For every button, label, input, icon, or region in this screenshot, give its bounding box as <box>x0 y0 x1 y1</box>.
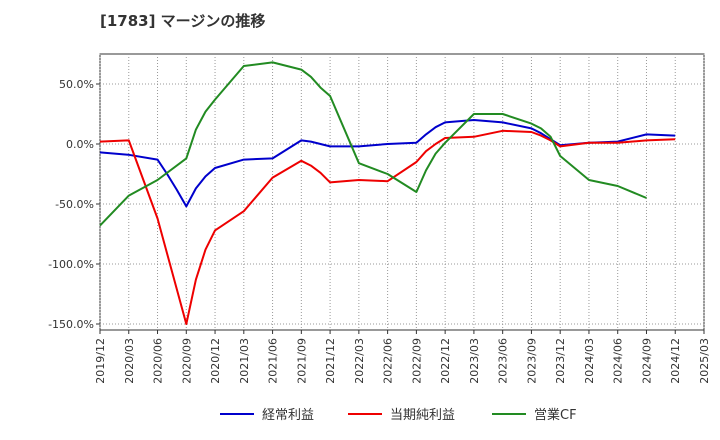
x-tick-label: 2023/06 <box>497 338 510 384</box>
x-tick-label: 2024/03 <box>583 338 596 384</box>
x-tick-label: 2021/06 <box>267 338 280 384</box>
x-tick-label: 2021/09 <box>295 338 308 384</box>
chart-title: [1783] マージンの推移 <box>100 12 266 30</box>
y-tick-label: 0.0% <box>66 138 94 151</box>
x-tick-label: 2021/12 <box>324 338 337 384</box>
series-line-3 <box>99 61 647 227</box>
legend-label: 当期純利益 <box>390 408 455 423</box>
x-tick-label: 2020/06 <box>152 338 165 384</box>
x-tick-label: 2024/06 <box>612 338 625 384</box>
x-tick-label: 2023/12 <box>554 338 567 384</box>
legend-label: 経常利益 <box>262 408 314 423</box>
x-tick-label: 2020/03 <box>123 338 136 384</box>
x-tick-label: 2025/03 <box>698 338 711 384</box>
x-tick-label: 2022/03 <box>353 338 366 384</box>
y-tick-label: -150.0% <box>48 318 94 331</box>
x-tick-label: 2023/09 <box>525 338 538 384</box>
y-axis-ticks: 50.0% 0.0% -50.0% -100.0% -150.0% <box>48 78 100 331</box>
x-tick-label: 2019/12 <box>94 338 107 384</box>
series-lines <box>99 61 676 325</box>
x-tick-label: 2022/06 <box>382 338 395 384</box>
x-axis-ticks: 2019/12 2020/03 2020/06 2020/09 2020/12 2021/… <box>94 330 711 384</box>
x-tick-label: 2021/03 <box>238 338 251 384</box>
x-tick-label: 2024/09 <box>640 338 653 384</box>
legend-label: 営業CF <box>534 407 577 423</box>
legend: 経常利益 当期純利益 営業CF <box>220 407 577 423</box>
x-tick-label: 2020/09 <box>180 338 193 384</box>
y-tick-label: 50.0% <box>59 78 94 91</box>
x-tick-label: 2022/09 <box>410 338 423 384</box>
x-tick-label: 2020/12 <box>209 338 222 384</box>
x-tick-label: 2023/03 <box>468 338 481 384</box>
x-tick-label: 2022/12 <box>439 338 452 384</box>
x-tick-label: 2024/12 <box>669 338 682 384</box>
series-line-1 <box>99 119 676 208</box>
plot-area <box>99 53 705 331</box>
y-tick-label: -50.0% <box>55 198 94 211</box>
y-tick-label: -100.0% <box>48 258 94 271</box>
